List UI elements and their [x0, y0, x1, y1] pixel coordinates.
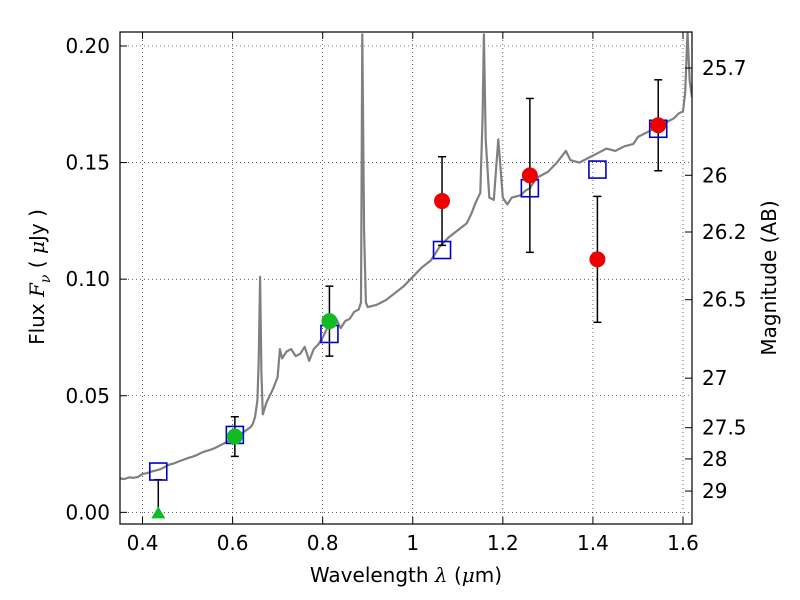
- x-tick-label: 0.6: [217, 531, 249, 555]
- data-point: [434, 193, 451, 210]
- spectrum-line: [120, 32, 692, 481]
- upper-limit-point: [151, 506, 166, 519]
- error-bars: [154, 79, 663, 513]
- magnitude-axis-ticks: 25.7 26 26.2 26.5 27 27.5 28 29: [685, 56, 747, 503]
- x-tick-label: 0.8: [307, 531, 339, 555]
- spectrum-series: [120, 32, 692, 481]
- y-axis-label: Flux Fν ( μJy ): [25, 209, 54, 345]
- y-tick-label: 0.05: [65, 384, 110, 408]
- data-point: [321, 313, 338, 330]
- y-tick-label: 0.00: [65, 500, 110, 524]
- data-point: [589, 251, 606, 268]
- y-tick-label: 0.10: [65, 267, 110, 291]
- grid: [120, 32, 692, 524]
- x-tick-label: 1.6: [667, 531, 699, 555]
- magnitude-tick-label: 26: [702, 163, 727, 187]
- magnitude-tick-label: 26.2: [702, 220, 747, 244]
- y-tick-label: 0.15: [65, 151, 110, 175]
- x-tick-label: 0.4: [127, 531, 159, 555]
- x-axis-label: Wavelength λ (μm): [310, 563, 502, 587]
- model-point: [148, 462, 168, 481]
- magnitude-tick-label: 26.5: [702, 288, 747, 312]
- magnitude-tick-label: 27.5: [702, 416, 747, 440]
- markers: [148, 117, 668, 519]
- data-point: [521, 167, 538, 184]
- x-axis-ticks: 0.4 0.6 0.8 1 1.2 1.4 1.6: [127, 32, 699, 555]
- data-point: [226, 428, 243, 445]
- x-tick-label: 1: [406, 531, 419, 555]
- plot-frame: [119, 31, 693, 525]
- magnitude-tick-label: 27: [702, 366, 727, 390]
- data-point: [650, 117, 667, 134]
- magnitude-tick-label: 28: [702, 447, 727, 471]
- y-tick-label: 0.20: [65, 34, 110, 58]
- magnitude-tick-label: 25.7: [702, 56, 747, 80]
- magnitude-tick-label: 29: [702, 479, 727, 503]
- x-tick-label: 1.2: [487, 531, 519, 555]
- model-point: [588, 160, 607, 179]
- y-axis-ticks: 0.00 0.05 0.10 0.15 0.20: [65, 34, 127, 524]
- model-point: [432, 240, 452, 260]
- magnitude-axis-label: Magnitude (AB): [757, 200, 781, 355]
- x-tick-label: 1.4: [577, 531, 609, 555]
